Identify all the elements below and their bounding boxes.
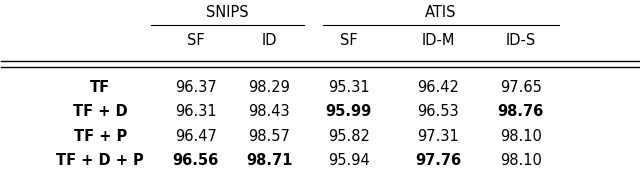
Text: ID-M: ID-M <box>421 33 454 48</box>
Text: 96.31: 96.31 <box>175 104 216 119</box>
Text: 96.53: 96.53 <box>417 104 459 119</box>
Text: SF: SF <box>187 33 205 48</box>
Text: 95.99: 95.99 <box>326 104 372 119</box>
Text: 96.56: 96.56 <box>173 153 219 168</box>
Text: 98.29: 98.29 <box>248 80 290 95</box>
Text: SNIPS: SNIPS <box>206 5 249 20</box>
Text: 98.76: 98.76 <box>497 104 544 119</box>
Text: ID: ID <box>261 33 276 48</box>
Text: TF + D + P: TF + D + P <box>56 153 144 168</box>
Text: 97.31: 97.31 <box>417 129 459 144</box>
Text: 95.94: 95.94 <box>328 153 369 168</box>
Text: 97.65: 97.65 <box>500 80 541 95</box>
Text: ATIS: ATIS <box>426 5 457 20</box>
Text: 98.71: 98.71 <box>246 153 292 168</box>
Text: 96.47: 96.47 <box>175 129 217 144</box>
Text: TF + P: TF + P <box>74 129 127 144</box>
Text: ID-S: ID-S <box>506 33 536 48</box>
Text: 95.31: 95.31 <box>328 80 369 95</box>
Text: 96.42: 96.42 <box>417 80 459 95</box>
Text: SF: SF <box>340 33 358 48</box>
Text: 98.10: 98.10 <box>500 129 541 144</box>
Text: 97.76: 97.76 <box>415 153 461 168</box>
Text: TF + D: TF + D <box>73 104 127 119</box>
Text: 98.43: 98.43 <box>248 104 290 119</box>
Text: 98.57: 98.57 <box>248 129 290 144</box>
Text: 96.37: 96.37 <box>175 80 216 95</box>
Text: 95.82: 95.82 <box>328 129 370 144</box>
Text: 98.10: 98.10 <box>500 153 541 168</box>
Text: TF: TF <box>90 80 110 95</box>
